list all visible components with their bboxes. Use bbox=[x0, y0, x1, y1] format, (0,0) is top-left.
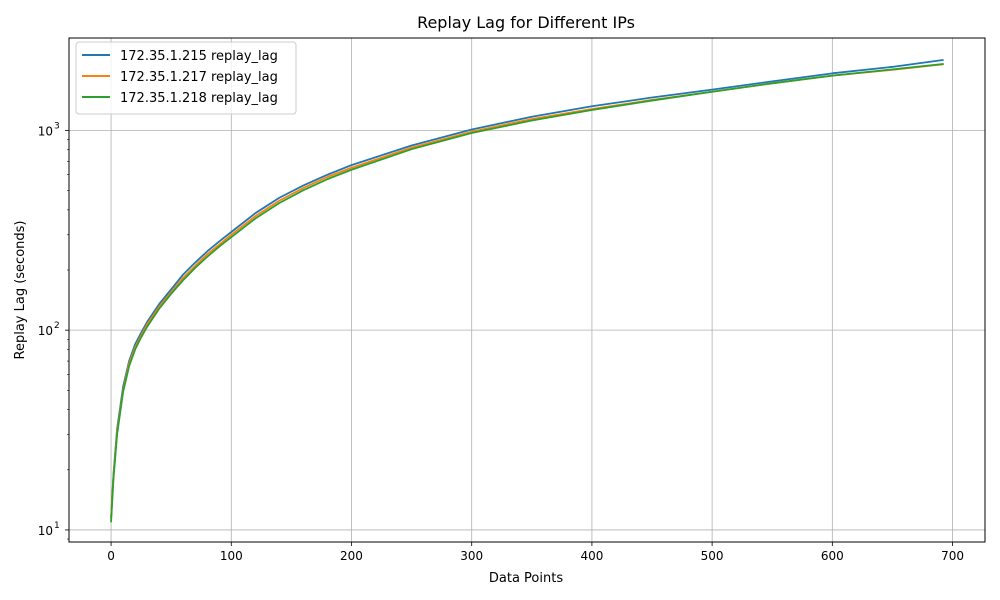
series-line-1 bbox=[110, 59, 944, 519]
x-tick-label: 500 bbox=[701, 549, 724, 563]
legend: 172.35.1.215 replay_lag 172.35.1.217 rep… bbox=[75, 41, 297, 115]
legend-label-217: 172.35.1.217 replay_lag bbox=[120, 70, 278, 85]
y-axis-title: Replay Lag (seconds) bbox=[13, 221, 28, 360]
y-tick-label: 10 bbox=[38, 124, 53, 138]
series-lines bbox=[110, 59, 944, 523]
legend-label-215: 172.35.1.215 replay_lag bbox=[120, 49, 278, 64]
x-axis-title: Data Points bbox=[489, 571, 563, 586]
series-line-3 bbox=[110, 63, 944, 523]
x-axis-ticks: 0 100 200 300 400 500 600 700 bbox=[107, 542, 964, 563]
y-tick-label: 10 bbox=[38, 524, 53, 538]
y-tick-exponent: 2 bbox=[54, 321, 60, 331]
x-tick-label: 200 bbox=[340, 549, 363, 563]
x-tick-label: 400 bbox=[580, 549, 603, 563]
x-tick-label: 300 bbox=[460, 549, 483, 563]
x-tick-label: 600 bbox=[821, 549, 844, 563]
legend-label-218: 172.35.1.218 replay_lag bbox=[120, 91, 278, 106]
x-tick-label: 700 bbox=[941, 549, 964, 563]
chart-title: Replay Lag for Different IPs bbox=[417, 13, 635, 32]
plot-area-frame bbox=[68, 37, 986, 543]
y-tick-exponent: 1 bbox=[54, 521, 60, 531]
grid-lines bbox=[69, 38, 985, 542]
y-tick-exponent: 3 bbox=[54, 121, 60, 131]
legend-box bbox=[75, 41, 297, 115]
x-tick-label: 0 bbox=[107, 549, 115, 563]
x-tick-label: 100 bbox=[220, 549, 243, 563]
y-tick-label: 10 bbox=[38, 324, 53, 338]
